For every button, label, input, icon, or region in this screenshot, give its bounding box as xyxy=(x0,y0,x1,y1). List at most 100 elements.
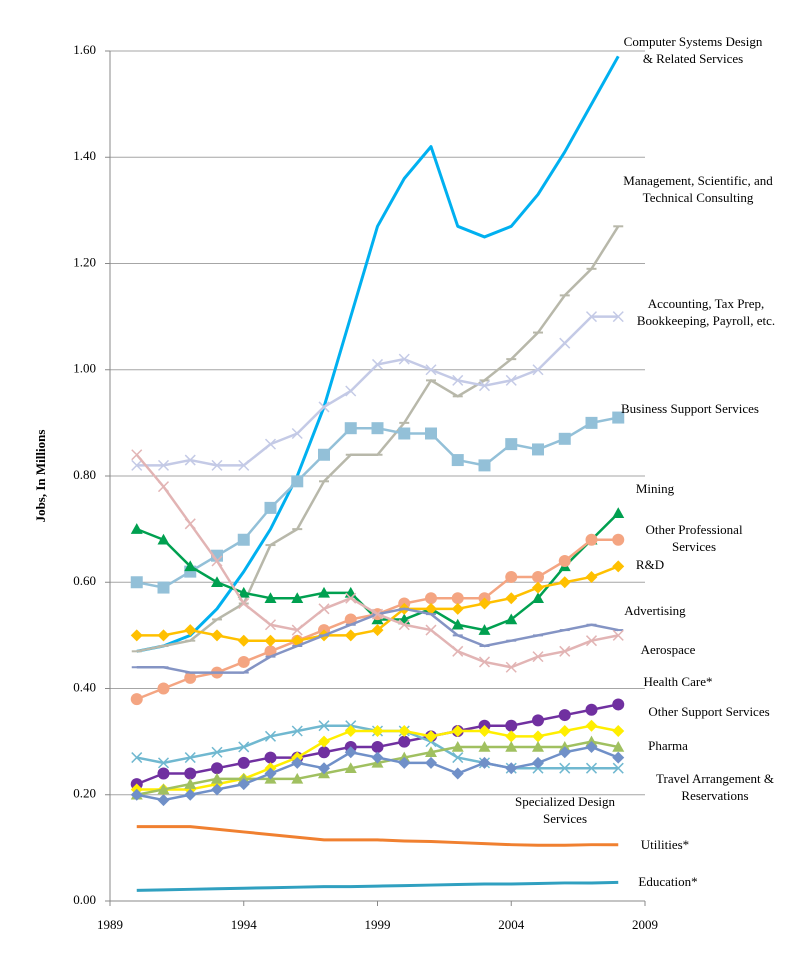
point xyxy=(532,714,544,727)
point xyxy=(345,592,357,604)
point xyxy=(157,481,170,493)
series-label: Computer Systems Design & Related Servic… xyxy=(623,34,763,66)
point xyxy=(184,788,197,801)
point xyxy=(211,772,223,784)
point xyxy=(237,655,250,668)
point xyxy=(451,602,464,615)
point xyxy=(157,757,170,769)
point xyxy=(238,741,250,753)
point xyxy=(318,586,330,598)
point xyxy=(157,533,170,545)
point xyxy=(425,756,437,769)
series-line xyxy=(136,880,619,892)
point xyxy=(425,602,437,615)
series-label: R&D xyxy=(635,557,665,572)
point xyxy=(291,475,304,488)
point xyxy=(585,740,598,753)
series-label: Utilities* xyxy=(640,837,690,852)
point xyxy=(264,501,277,514)
point xyxy=(505,762,518,775)
point xyxy=(425,364,437,376)
y-tick-label: 0.80 xyxy=(73,467,96,482)
y-tick-label: 0.00 xyxy=(73,892,96,907)
point xyxy=(425,624,437,636)
point xyxy=(478,597,491,610)
point xyxy=(478,740,491,752)
series-line xyxy=(136,416,619,589)
point xyxy=(264,730,277,742)
x-tick-label: 1994 xyxy=(231,917,258,932)
point xyxy=(532,740,544,752)
point xyxy=(452,645,464,657)
point xyxy=(558,709,571,722)
point xyxy=(398,725,411,737)
point xyxy=(130,629,143,642)
point xyxy=(184,624,197,637)
point xyxy=(291,624,303,636)
point xyxy=(211,459,223,471)
point xyxy=(131,459,143,471)
point xyxy=(505,661,517,673)
point xyxy=(505,613,518,625)
y-tick-label: 1.20 xyxy=(73,254,96,269)
point xyxy=(478,725,491,737)
y-axis-title: Jobs, In Millions xyxy=(33,430,48,523)
point xyxy=(318,448,330,461)
point xyxy=(130,788,143,801)
point xyxy=(157,459,170,471)
y-tick-label: 1.60 xyxy=(73,42,96,57)
point xyxy=(264,619,277,631)
point xyxy=(559,337,571,349)
point xyxy=(532,592,544,603)
point xyxy=(612,725,625,737)
y-tick-label: 0.60 xyxy=(73,573,96,588)
point xyxy=(532,730,544,743)
point xyxy=(532,756,544,769)
point xyxy=(211,783,223,796)
point xyxy=(344,762,357,773)
point xyxy=(559,645,571,657)
series-line xyxy=(136,55,620,653)
point xyxy=(211,555,223,567)
point xyxy=(291,592,304,603)
point xyxy=(264,634,277,647)
y-tick-label: 0.20 xyxy=(73,786,96,801)
point xyxy=(585,635,598,647)
point xyxy=(344,422,357,435)
series-label: Advertising xyxy=(624,603,686,618)
point xyxy=(505,592,518,605)
point xyxy=(157,767,170,780)
point xyxy=(425,427,437,440)
point xyxy=(371,751,384,764)
series-label: Specialized Design Services xyxy=(515,794,615,826)
point xyxy=(291,772,304,784)
point xyxy=(558,576,571,589)
point xyxy=(237,634,250,647)
series-label: Business Support Services xyxy=(621,401,759,416)
point xyxy=(264,438,277,450)
x-tick-label: 2004 xyxy=(498,917,525,932)
point xyxy=(505,719,518,732)
point xyxy=(505,570,518,583)
point xyxy=(478,380,491,392)
point xyxy=(344,629,357,642)
point xyxy=(585,311,598,323)
point xyxy=(558,555,571,567)
point xyxy=(211,762,223,775)
point xyxy=(558,432,571,445)
point xyxy=(478,459,491,472)
point xyxy=(398,353,410,365)
point xyxy=(130,576,143,589)
point xyxy=(130,523,143,534)
y-tick-label: 0.40 xyxy=(73,679,96,694)
point xyxy=(130,693,143,706)
point xyxy=(184,752,196,764)
point xyxy=(505,374,517,386)
point xyxy=(398,427,411,440)
x-tick-label: 1999 xyxy=(365,917,391,932)
point xyxy=(451,454,464,467)
point xyxy=(425,746,437,758)
point xyxy=(157,629,170,642)
point xyxy=(264,751,277,764)
